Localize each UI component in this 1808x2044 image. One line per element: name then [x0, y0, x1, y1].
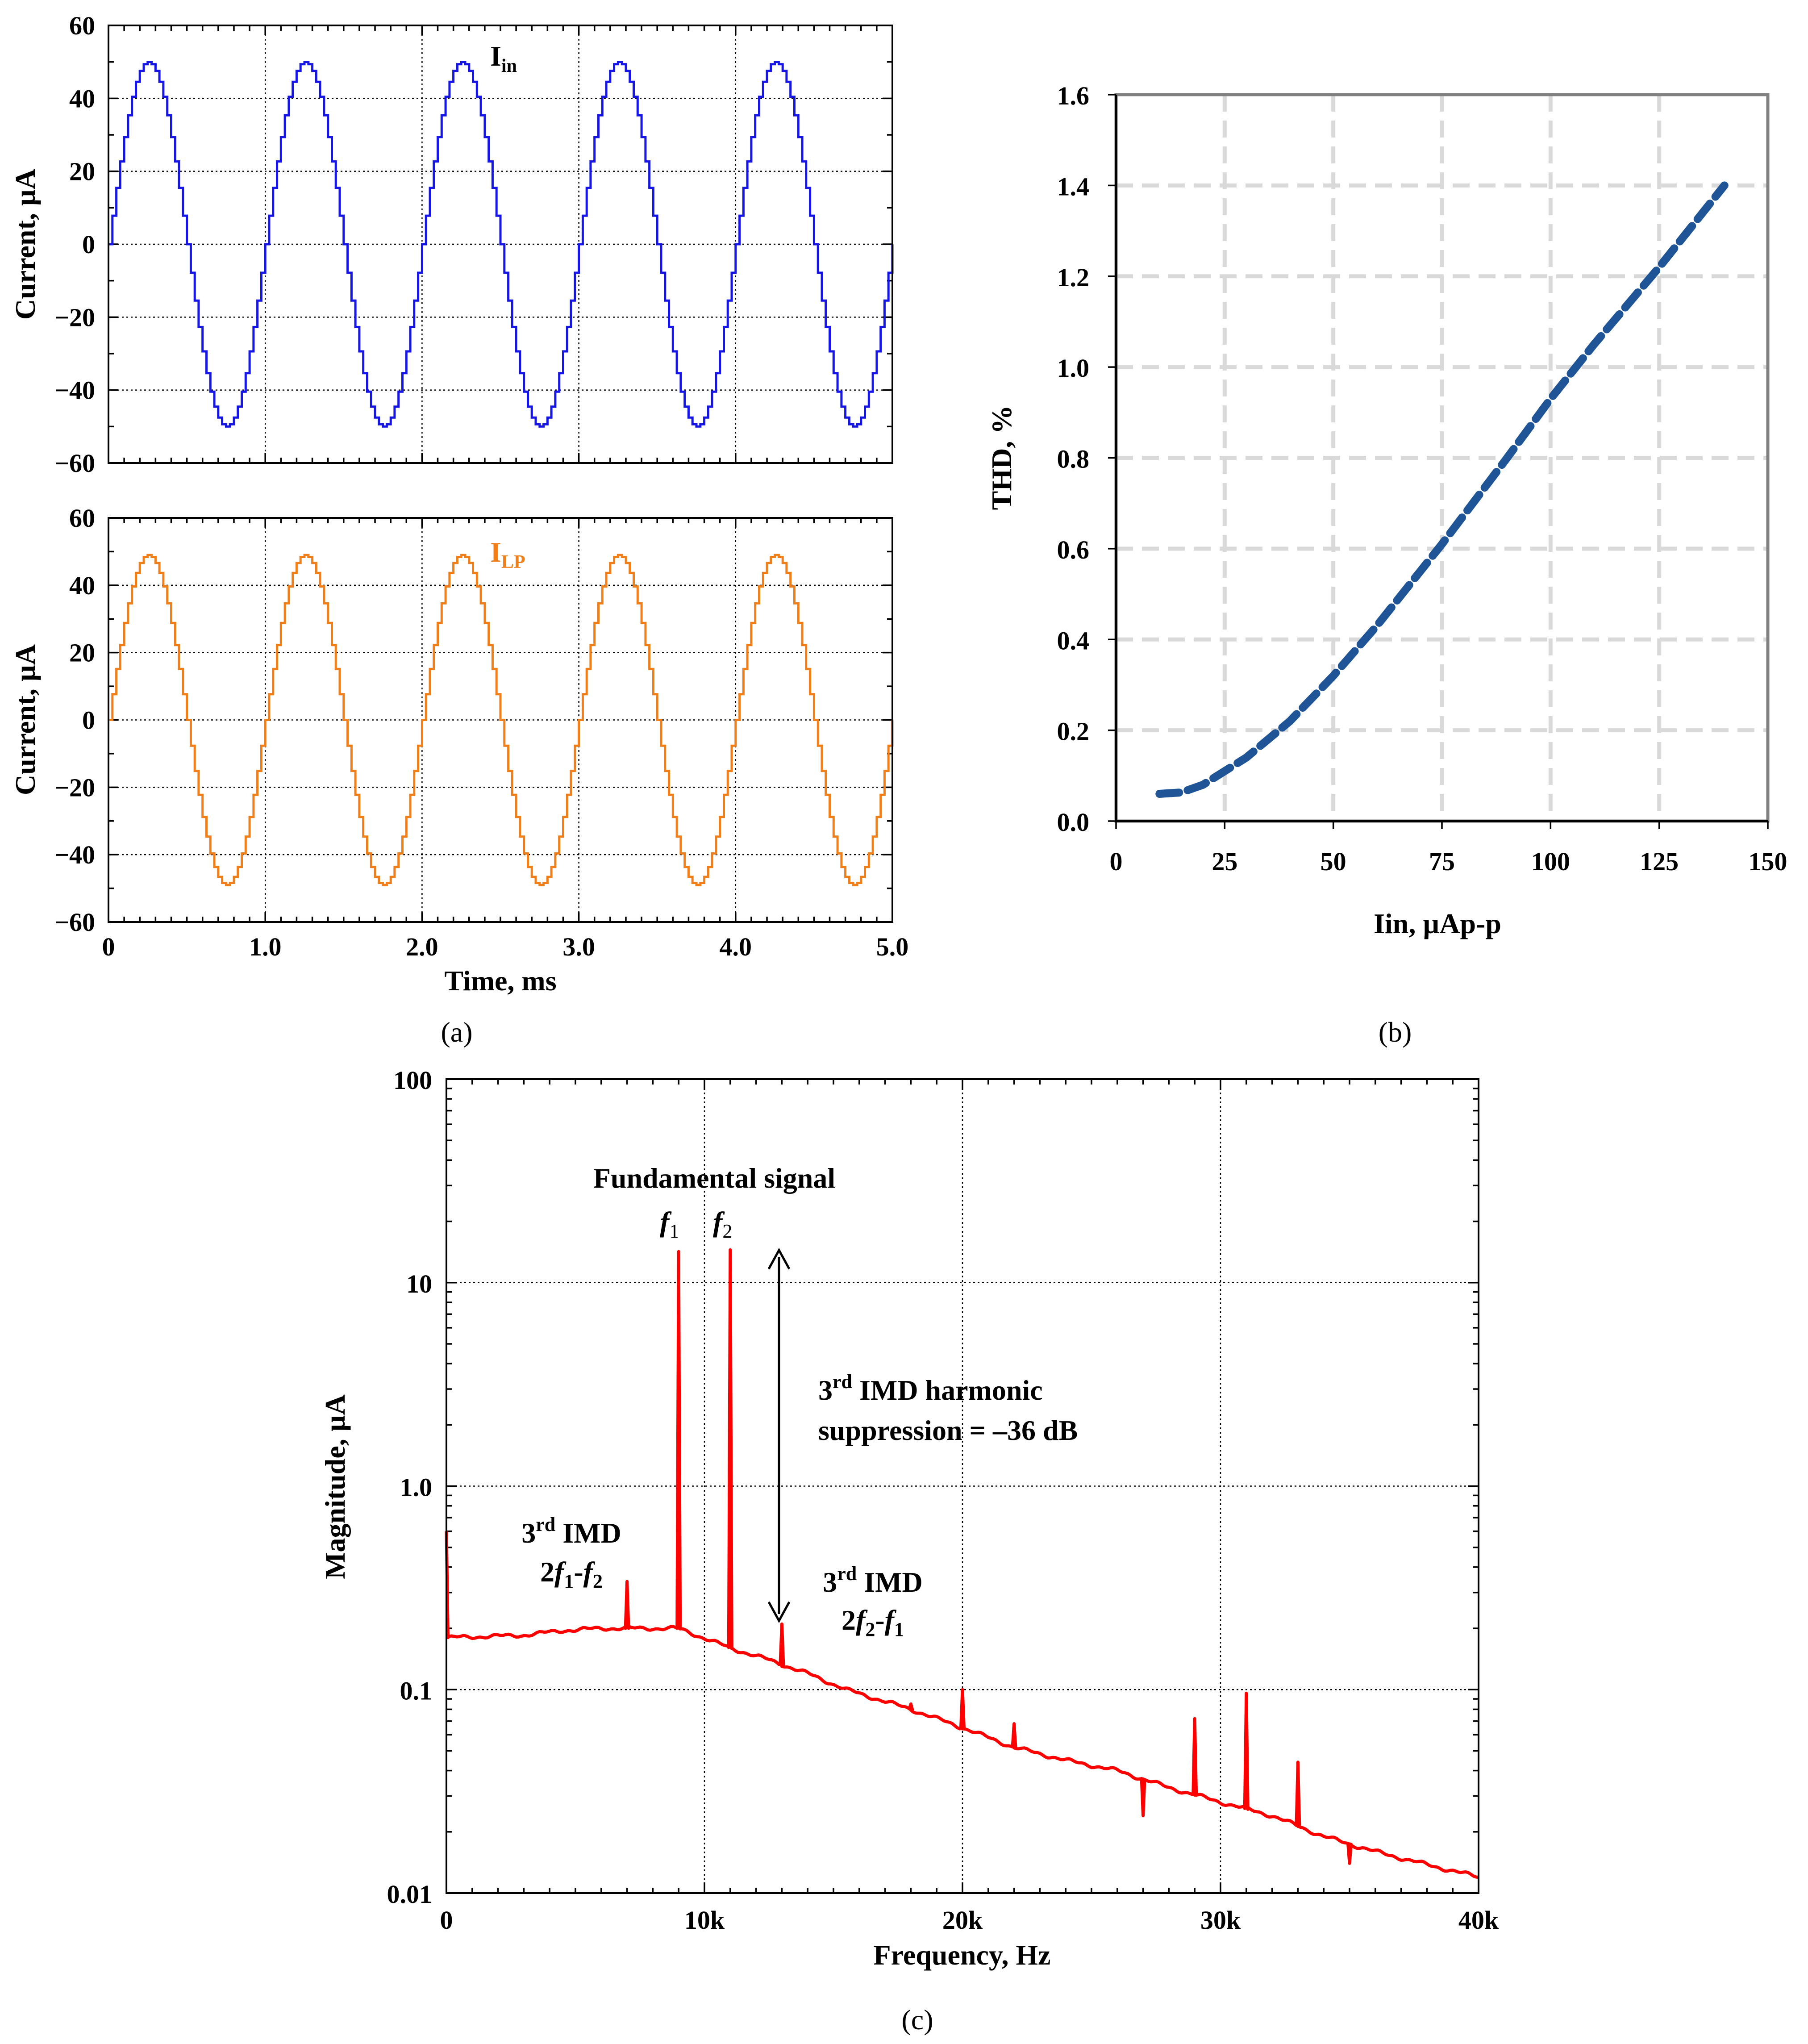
- x-tick-label: 5.0: [876, 932, 909, 961]
- y-tick-label: 1.6: [1057, 81, 1090, 110]
- y-tick-label: 1.2: [1057, 263, 1090, 292]
- y-tick-label: 10: [406, 1269, 432, 1298]
- gridlines: [108, 518, 892, 922]
- panel-label-c: (c): [901, 2004, 933, 2036]
- y-tick-label: 0.01: [387, 1880, 433, 1909]
- y-tick-label: 60: [69, 11, 95, 40]
- x-axis-label: Time, ms: [444, 965, 556, 997]
- x-tick-label: 0: [102, 932, 115, 961]
- x-tick-label: 125: [1640, 847, 1679, 876]
- annotation-imd-low: 3rd IMD: [521, 1514, 621, 1549]
- axis-ticks: [1108, 94, 1769, 829]
- y-tick-label: 100: [393, 1066, 432, 1095]
- series-label-iin: Iin: [490, 40, 517, 76]
- y-tick-label: 0.8: [1057, 445, 1090, 474]
- x-tick-label: 20k: [942, 1906, 983, 1935]
- annotation-imd-high: 3rd IMD: [823, 1563, 923, 1598]
- series-line-iin: [108, 61, 894, 428]
- x-tick-label: 40k: [1458, 1906, 1499, 1935]
- x-tick-label: 150: [1749, 847, 1787, 876]
- y-axis-label: Current, µA: [9, 169, 41, 320]
- x-tick-label: 1.0: [249, 932, 282, 961]
- annotation-fundamental: Fundamental signal: [593, 1162, 835, 1194]
- y-tick-labels: 100 10 1.0 0.1 0.01: [387, 1066, 433, 1909]
- y-tick-label: 40: [69, 84, 95, 113]
- x-tick-labels: 0 10k 20k 30k 40k: [440, 1906, 1499, 1935]
- y-tick-label: 1.0: [400, 1473, 433, 1502]
- chart-a-bottom: 60 40 20 0 −20 −40 −60 0 1.0 2.0 3.0 4.0 5.0 Curren…: [9, 504, 908, 1048]
- y-axis-label: THD, %: [986, 405, 1017, 510]
- series-line-thd: [1155, 181, 1729, 798]
- chart-c: 100 10 1.0 0.1 0.01 0 10k 20k 30k 40k Magnitude,…: [319, 1066, 1499, 2036]
- x-tick-label: 100: [1531, 847, 1570, 876]
- series-label-ilp: ILP: [490, 536, 525, 572]
- y-tick-label: 0.0: [1057, 808, 1090, 837]
- plot-frame: [108, 25, 893, 464]
- x-tick-label: 3.0: [562, 932, 595, 961]
- plot-frame: [446, 1078, 1479, 1894]
- y-tick-label: 60: [69, 504, 95, 533]
- annotation-imd-high-formula: 2f2-f1: [842, 1604, 904, 1640]
- annotation-imd-harmonic: 3rd IMD harmonic: [818, 1371, 1043, 1406]
- x-axis-label: Frequency, Hz: [874, 1939, 1051, 1971]
- y-tick-label: −60: [54, 449, 95, 478]
- panel-label-b: (b): [1379, 1016, 1412, 1048]
- x-tick-label: 75: [1429, 847, 1455, 876]
- y-tick-labels: 0.0 0.2 0.4 0.6 0.8 1.0 1.2 1.4 1.6: [1057, 81, 1090, 837]
- y-tick-label: −20: [54, 773, 95, 802]
- x-tick-label: 2.0: [406, 932, 438, 961]
- panel-label-a: (a): [441, 1016, 472, 1048]
- gridlines: [1116, 95, 1768, 821]
- x-tick-label: 4.0: [720, 932, 752, 961]
- annotation-f2: f2: [713, 1206, 732, 1242]
- x-tick-label: 25: [1212, 847, 1237, 876]
- y-tick-label: −60: [54, 908, 95, 937]
- y-tick-label: 20: [69, 157, 95, 186]
- series-line-spectrum: [445, 1248, 1479, 1879]
- y-tick-label: 20: [69, 638, 95, 667]
- x-tick-label: 50: [1321, 847, 1346, 876]
- plot-frame: [108, 517, 893, 923]
- x-tick-label: 0: [440, 1906, 453, 1935]
- y-tick-label: 0: [82, 230, 95, 259]
- y-tick-label: 0.4: [1057, 626, 1090, 655]
- x-tick-labels: 0 25 50 75 100 125 150: [1110, 847, 1787, 876]
- series-line-ilp: [108, 554, 894, 886]
- x-tick-label: 30k: [1200, 1906, 1241, 1935]
- annotation-f1: f1: [660, 1206, 679, 1242]
- y-tick-label: 0.2: [1057, 717, 1090, 746]
- y-axis-label: Magnitude, µA: [319, 1394, 351, 1579]
- y-axis-label: Current, µA: [9, 644, 41, 795]
- x-tick-labels: 0 1.0 2.0 3.0 4.0 5.0: [102, 932, 909, 961]
- y-tick-labels: 60 40 20 0 −20 −40 −60: [54, 504, 95, 937]
- suppression-arrow: [767, 1247, 791, 1623]
- annotation-suppression: suppression = –36 dB: [818, 1414, 1078, 1446]
- y-tick-labels: 60 40 20 0 −20 −40 −60: [54, 11, 95, 478]
- x-tick-label: 10k: [684, 1906, 725, 1935]
- y-tick-label: 0: [82, 706, 95, 735]
- x-axis-label: Iin, µAp-p: [1374, 908, 1501, 939]
- y-tick-label: 40: [69, 571, 95, 600]
- x-tick-label: 0: [1110, 847, 1123, 876]
- annotation-imd-low-formula: 2f1-f2: [540, 1556, 603, 1592]
- y-tick-label: 0.6: [1057, 535, 1090, 564]
- gridlines: [446, 1079, 1479, 1893]
- chart-a-top: 60 40 20 0 −20 −40 −60 Current, µA Iin: [9, 11, 894, 478]
- y-tick-label: 1.0: [1057, 354, 1090, 383]
- chart-b: 0.0 0.2 0.4 0.6 0.8 1.0 1.2 1.4 1.6 0 25 50 75 100 12…: [986, 81, 1787, 1048]
- y-tick-label: −40: [54, 376, 95, 405]
- y-tick-label: 1.4: [1057, 172, 1090, 201]
- y-tick-label: −40: [54, 840, 95, 869]
- y-tick-label: 0.1: [400, 1676, 433, 1705]
- y-tick-label: −20: [54, 303, 95, 332]
